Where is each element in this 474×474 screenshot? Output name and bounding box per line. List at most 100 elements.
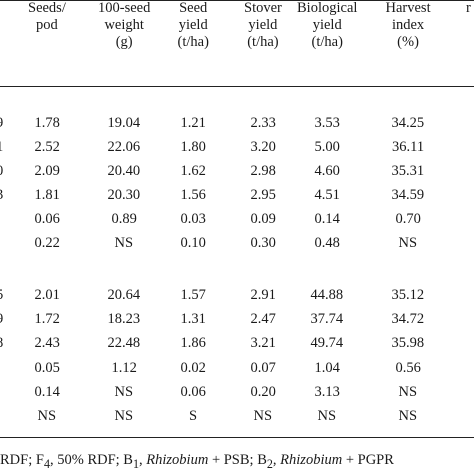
table-cell: 2.95 bbox=[250, 187, 276, 203]
table-cell: 1.57 bbox=[180, 287, 206, 303]
table-cell: 49.74 bbox=[310, 335, 344, 351]
column-header-line: r bbox=[466, 0, 471, 16]
table-cell: 0.14 bbox=[34, 384, 60, 400]
table-cell: NS bbox=[398, 408, 418, 424]
table-cell: 0 bbox=[0, 163, 3, 180]
table-footnote: RDF; F4, 50% RDF; B1, Rhizobium + PSB; B… bbox=[0, 452, 394, 472]
table-cell: 1.81 bbox=[34, 187, 60, 203]
table-cell: 0.07 bbox=[250, 360, 276, 376]
table-cell: 2.98 bbox=[250, 163, 276, 179]
table-cell: 0.05 bbox=[34, 360, 60, 376]
column-header-line: weight bbox=[104, 17, 144, 33]
footnote-subscript: 1 bbox=[132, 456, 140, 471]
column-header-line: yield bbox=[178, 17, 208, 33]
table-cell: 3 bbox=[0, 187, 3, 204]
column-header-line: (%) bbox=[397, 34, 419, 50]
footnote-text: , bbox=[139, 452, 147, 468]
table-cell: NS bbox=[253, 408, 273, 424]
table-cell: 0.70 bbox=[395, 211, 421, 227]
table-cell: 34.59 bbox=[391, 187, 425, 203]
table-cell: 34.72 bbox=[391, 311, 425, 327]
table-cell: 2.01 bbox=[34, 287, 60, 303]
table-bottom-rule bbox=[0, 437, 474, 438]
column-header: Seed yield (t/ha) bbox=[178, 0, 209, 51]
column-header-line: (g) bbox=[115, 34, 133, 50]
table-cell: NS bbox=[398, 235, 418, 251]
table-cell: 0.22 bbox=[34, 235, 60, 251]
table-cell: 0.56 bbox=[395, 360, 421, 376]
table-cell: 20.30 bbox=[107, 187, 141, 203]
table-cell: 4.51 bbox=[314, 187, 340, 203]
table-cell: NS bbox=[398, 384, 418, 400]
table-cell: 3.53 bbox=[314, 115, 340, 131]
column-header-line: Stover bbox=[244, 0, 282, 16]
footnote-italic: Rhizobium bbox=[280, 452, 343, 468]
table-cell: 8 bbox=[0, 335, 3, 352]
table-cell: 2.91 bbox=[250, 287, 276, 303]
table-cell: 44.88 bbox=[310, 287, 344, 303]
table-cell: 2.33 bbox=[250, 115, 276, 131]
footnote-text: + PGPR bbox=[342, 452, 394, 468]
table-cell: 9 bbox=[0, 311, 3, 328]
table-cell: 0.14 bbox=[314, 211, 340, 227]
column-header: Harvest index (%) bbox=[386, 0, 431, 51]
table-cell: 0.02 bbox=[180, 360, 206, 376]
column-header-line: (t/ha) bbox=[311, 34, 343, 50]
table-cell: 1.04 bbox=[314, 360, 340, 376]
table-cell: 35.12 bbox=[391, 287, 425, 303]
table-cell: 0.06 bbox=[180, 384, 206, 400]
table-cell: S bbox=[189, 408, 198, 424]
table-cell: NS bbox=[37, 408, 57, 424]
table-cell: 35.31 bbox=[391, 163, 425, 179]
table-cell: 1.86 bbox=[180, 335, 206, 351]
table-cell: 0.30 bbox=[250, 235, 276, 251]
table-cell: 0.06 bbox=[34, 211, 60, 227]
table-cell: 22.48 bbox=[107, 335, 141, 351]
table-cell: 0.03 bbox=[180, 211, 206, 227]
table-cell: 1.31 bbox=[180, 311, 206, 327]
table-cell: 2.47 bbox=[250, 311, 276, 327]
footnote-subscript: 4 bbox=[43, 456, 50, 471]
column-header-line: Harvest bbox=[385, 0, 431, 16]
table-cell: 3.20 bbox=[250, 139, 276, 155]
table-cell: 0.89 bbox=[111, 211, 137, 227]
footnote-text: + PSB; B bbox=[208, 452, 267, 468]
table-cell: 1.72 bbox=[34, 311, 60, 327]
table-cell: 35.98 bbox=[391, 335, 425, 351]
table-cell: 1.21 bbox=[180, 115, 206, 131]
column-header-line: pod bbox=[36, 17, 58, 33]
column-header-line: Seeds/ bbox=[28, 0, 66, 16]
table-cell: 1.78 bbox=[34, 115, 60, 131]
table-cell: 37.74 bbox=[310, 311, 344, 327]
column-header-line: yield bbox=[248, 17, 278, 33]
table-cell: 1.80 bbox=[180, 139, 206, 155]
table-cell: 20.40 bbox=[107, 163, 141, 179]
column-header: 100-seed weight (g) bbox=[98, 0, 150, 51]
footnote-text: RDF; F bbox=[0, 452, 44, 468]
footnote-text: , 50% RDF; B bbox=[49, 452, 133, 468]
table-cell: 0.20 bbox=[250, 384, 276, 400]
table-cell: 2.09 bbox=[34, 163, 60, 179]
table-cell: NS bbox=[317, 408, 337, 424]
table-cell: 2.43 bbox=[34, 335, 60, 351]
table-cell: 22.06 bbox=[107, 139, 141, 155]
table-top-rule bbox=[0, 0, 474, 1]
column-header: Biological yield (t/ha) bbox=[297, 0, 357, 51]
column-header-line: (t/ha) bbox=[177, 34, 209, 50]
table-cell: NS bbox=[114, 384, 134, 400]
footnote-subscript: 2 bbox=[266, 456, 273, 471]
table-cell: 19.04 bbox=[107, 115, 141, 131]
table-cell: NS bbox=[114, 408, 134, 424]
table-cell: 5 bbox=[0, 287, 3, 304]
table-cell: 1.12 bbox=[111, 360, 137, 376]
header-bottom-rule bbox=[0, 86, 474, 87]
table-cell: 0.09 bbox=[250, 211, 276, 227]
table-cell: NS bbox=[114, 235, 134, 251]
table-cell: 5.00 bbox=[314, 139, 340, 155]
column-header: Stover yield (t/ha) bbox=[244, 0, 282, 51]
table-cell: 34.25 bbox=[391, 115, 425, 131]
column-header: Seeds/pod bbox=[28, 0, 66, 34]
footnote-text: , bbox=[272, 452, 281, 468]
table-cell: 20.64 bbox=[107, 287, 141, 303]
table-cell: 3.13 bbox=[314, 384, 340, 400]
